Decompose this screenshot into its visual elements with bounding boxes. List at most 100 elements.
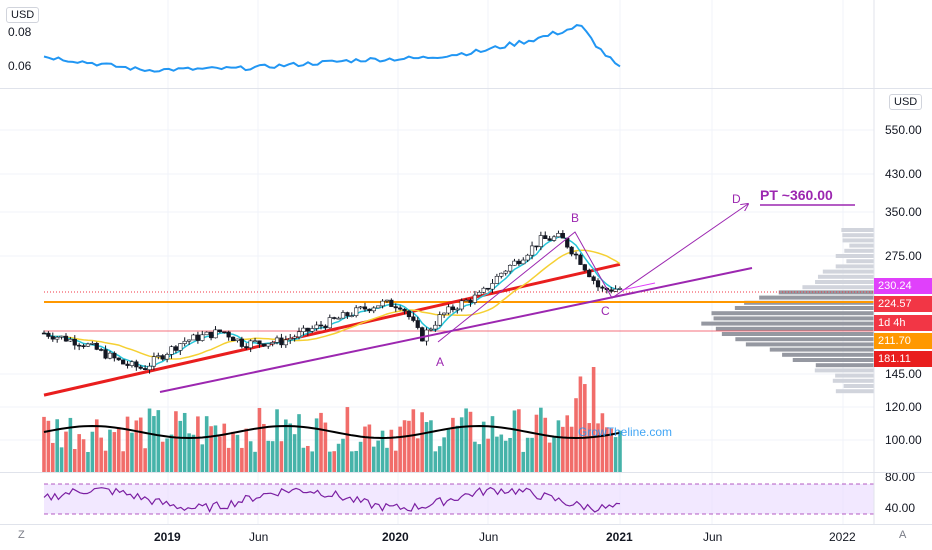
volume-bar xyxy=(275,409,279,472)
candle-body xyxy=(296,331,302,338)
volume-bar xyxy=(385,447,389,472)
volume-profile-bar xyxy=(769,347,874,352)
candle-body xyxy=(595,280,601,288)
volume-bar xyxy=(134,420,139,472)
volume-bar xyxy=(574,398,578,472)
volume-bar xyxy=(424,422,429,472)
elliott-wave-path[interactable] xyxy=(437,204,748,343)
candle-body xyxy=(138,366,143,369)
volume-bar xyxy=(270,441,275,472)
volume-bar xyxy=(451,417,455,472)
volume-bar xyxy=(543,417,548,472)
candle-body xyxy=(239,338,244,347)
volume-bar xyxy=(103,450,108,472)
volume-bar xyxy=(442,437,446,472)
candle-body xyxy=(169,346,174,355)
volume-profile-bar xyxy=(778,290,874,295)
candle-body xyxy=(516,260,521,265)
volume-bar xyxy=(319,412,323,472)
volume-bar xyxy=(262,423,266,472)
volume-bar xyxy=(248,441,253,472)
volume-bar xyxy=(393,450,398,472)
volume-bar xyxy=(411,409,416,472)
time-axis[interactable]: 2019 Jun 2020 Jun 2021 Jun 2022 xyxy=(154,530,856,544)
volume-bar xyxy=(279,441,284,472)
candle-body xyxy=(103,349,108,359)
candle-body xyxy=(134,361,139,368)
volume-profile-bar xyxy=(745,342,874,347)
volume-bar xyxy=(99,437,103,472)
volume-bar xyxy=(108,429,112,472)
volume-bar xyxy=(147,408,152,472)
volume-bar xyxy=(415,438,420,472)
volume-bar xyxy=(204,416,209,472)
volume-bar xyxy=(196,416,200,472)
volume-bar xyxy=(46,420,51,472)
trendline-purple[interactable] xyxy=(159,267,753,393)
volume-bar xyxy=(174,411,178,472)
volume-bar xyxy=(459,417,464,472)
candle-body xyxy=(609,289,614,292)
candle-body xyxy=(494,275,499,284)
volume-profile-bar xyxy=(715,326,874,331)
volume-profile xyxy=(701,228,874,394)
volume-bar xyxy=(539,407,543,472)
volume-bar xyxy=(420,412,424,472)
volume-profile-bar xyxy=(846,259,874,264)
candle-body xyxy=(266,343,271,347)
volume-bars xyxy=(42,367,622,472)
candle-body xyxy=(314,324,319,329)
volume-bar xyxy=(94,419,99,472)
volume-bar xyxy=(121,451,125,472)
candle-body xyxy=(534,245,539,248)
volume-bar xyxy=(605,427,609,472)
candle-body xyxy=(371,307,376,312)
volume-bar xyxy=(552,436,556,472)
time-tick: 2021 xyxy=(606,530,633,544)
volume-profile-bar xyxy=(842,238,874,243)
volume-profile-bar xyxy=(735,337,874,342)
candle-body xyxy=(222,331,227,334)
candle-body xyxy=(252,340,258,343)
candle-body xyxy=(165,354,170,360)
candle-body xyxy=(521,259,526,265)
axis-tick: 350.00 xyxy=(885,205,922,219)
volume-bar xyxy=(569,426,574,472)
candle-body xyxy=(72,339,77,346)
right-price-axis[interactable]: 550.00 430.00 350.00 275.00 145.00 120.0… xyxy=(885,123,922,515)
candle-body xyxy=(195,334,200,341)
volume-bar xyxy=(165,438,169,472)
main-currency-badge[interactable]: USD xyxy=(889,94,923,110)
volume-profile-bar xyxy=(849,243,874,248)
wave-label-a: A xyxy=(436,355,444,369)
volume-bar xyxy=(455,425,460,472)
volume-bar xyxy=(222,423,227,472)
volume-profile-bar xyxy=(817,274,874,279)
pane-separator[interactable] xyxy=(0,472,932,473)
candle-body xyxy=(512,260,517,266)
volume-bar xyxy=(508,437,512,472)
candle-body xyxy=(543,235,548,240)
candle-body xyxy=(129,361,135,366)
volume-bar xyxy=(380,430,385,472)
candle-body xyxy=(406,310,412,318)
volume-bar xyxy=(156,410,161,472)
volume-bar xyxy=(437,446,442,472)
candle-body xyxy=(301,327,306,333)
candle-body xyxy=(147,365,152,371)
candle-body xyxy=(81,345,86,347)
top-currency-badge[interactable]: USD xyxy=(6,7,40,23)
volume-bar xyxy=(112,432,117,472)
candle-body xyxy=(538,235,543,247)
volume-bar xyxy=(244,428,249,472)
candle-body xyxy=(582,264,587,271)
auto-scale-button[interactable]: A xyxy=(899,529,907,541)
pane-separator[interactable] xyxy=(0,88,932,89)
volume-bar xyxy=(468,411,473,472)
volume-bar xyxy=(433,451,438,472)
candle-body xyxy=(367,308,372,312)
candle-body xyxy=(318,324,324,327)
price-label-ma200: 181.11 xyxy=(874,351,932,367)
zoom-button[interactable]: Z xyxy=(18,529,25,541)
